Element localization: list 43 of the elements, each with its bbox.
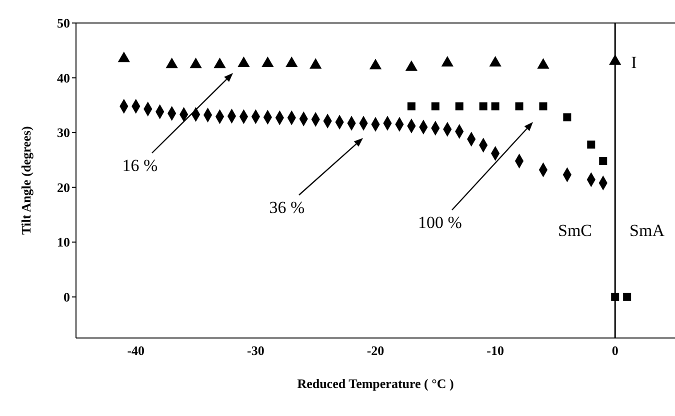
x-tick-label: -10 bbox=[486, 343, 504, 358]
point bbox=[491, 102, 500, 110]
annotation: 16 % bbox=[122, 156, 158, 175]
x-axis-title: Reduced Temperature ( °C ) bbox=[297, 376, 454, 391]
annotation: I bbox=[631, 53, 638, 72]
point bbox=[310, 58, 322, 69]
point bbox=[609, 54, 622, 65]
annotation: 100 % bbox=[418, 213, 462, 232]
point bbox=[455, 102, 464, 110]
point bbox=[587, 140, 596, 149]
point bbox=[539, 102, 548, 110]
y-tick-label: 20 bbox=[57, 180, 70, 195]
point bbox=[407, 102, 416, 110]
y-tick-label: 0 bbox=[64, 290, 70, 305]
point bbox=[489, 56, 502, 66]
y-axis-title: Tilt Angle (degrees) bbox=[18, 126, 34, 235]
point bbox=[479, 102, 488, 110]
point bbox=[262, 56, 274, 68]
y-tick-label: 30 bbox=[57, 125, 70, 140]
point bbox=[166, 58, 178, 68]
point bbox=[537, 58, 550, 69]
point bbox=[214, 58, 226, 68]
point bbox=[238, 56, 250, 68]
point bbox=[286, 56, 298, 68]
y-tick-label: 40 bbox=[57, 70, 70, 86]
y-tick-label: 10 bbox=[57, 234, 70, 250]
point bbox=[431, 102, 440, 110]
annotation: SmC bbox=[558, 221, 592, 240]
x-tick-label: 0 bbox=[612, 343, 618, 358]
point bbox=[118, 52, 130, 62]
point bbox=[599, 157, 608, 166]
x-tick-label: -30 bbox=[247, 343, 264, 358]
point bbox=[369, 58, 382, 70]
point bbox=[563, 113, 572, 122]
point bbox=[405, 60, 418, 71]
point bbox=[190, 58, 202, 68]
annotation: SmA bbox=[630, 221, 666, 240]
y-tick-label: 50 bbox=[57, 16, 70, 31]
x-tick-label: -40 bbox=[127, 343, 145, 358]
x-tick-label: -20 bbox=[366, 343, 384, 358]
point bbox=[515, 102, 524, 110]
point bbox=[441, 56, 454, 66]
annotation: 36 % bbox=[269, 198, 305, 217]
